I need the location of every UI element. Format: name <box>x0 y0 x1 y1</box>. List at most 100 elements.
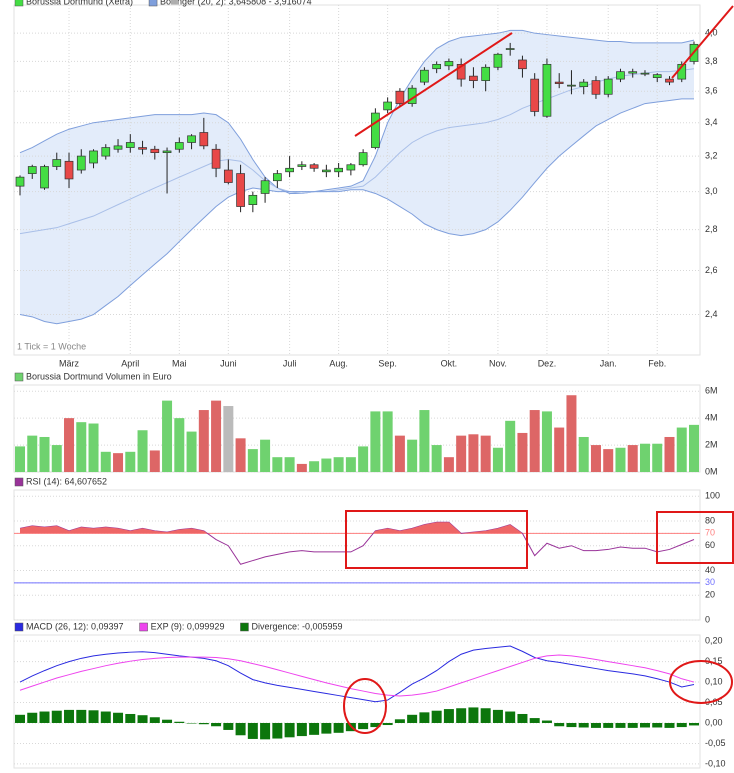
divergence-bar <box>235 722 246 736</box>
volume-bar <box>676 427 687 472</box>
candle-body <box>518 59 527 70</box>
candle-body <box>395 90 405 104</box>
divergence-bar <box>174 721 185 723</box>
candle-body <box>432 63 442 70</box>
divergence-bar <box>627 722 638 728</box>
candle-body <box>236 173 245 207</box>
y-tick-label: 80 <box>705 515 715 525</box>
legend-swatch <box>139 622 148 632</box>
candle-body <box>591 80 601 95</box>
divergence-bar <box>333 722 344 733</box>
y-tick-label: 0M <box>705 466 718 476</box>
divergence-bar <box>162 719 173 723</box>
divergence-bar <box>554 722 565 727</box>
candle-body <box>138 147 147 150</box>
y-tick-label: 70 <box>705 528 715 538</box>
divergence-bar <box>88 710 99 723</box>
candle-body <box>603 78 613 95</box>
volume-bar <box>137 430 148 472</box>
volume-bar <box>639 443 650 472</box>
legend-label: Bollinger (20, 2): 3,645808 - 3,916074 <box>160 0 312 6</box>
x-tick-label: Aug. <box>329 358 348 368</box>
band-fill <box>20 30 694 324</box>
divergence-bar <box>296 722 307 737</box>
candle-body <box>652 74 662 78</box>
volume-bar <box>174 418 185 472</box>
candle-body <box>322 169 331 173</box>
divergence-bar <box>676 722 687 728</box>
highlight-circle <box>343 678 387 734</box>
candle-body <box>640 72 650 75</box>
divergence-bar <box>370 722 381 728</box>
x-tick-label: Jan. <box>600 358 617 368</box>
plot-frame <box>13 4 701 356</box>
y-tick-label: 0,15 <box>705 656 723 666</box>
series-line <box>19 521 695 565</box>
y-tick-label: 6M <box>705 386 718 396</box>
candle-body <box>101 147 111 157</box>
divergence-bar <box>615 722 626 728</box>
divergence-bar <box>186 722 197 724</box>
legend-swatch <box>14 622 24 632</box>
candle-body <box>469 75 478 81</box>
divergence-bar <box>407 714 418 723</box>
divergence-bar <box>443 709 454 723</box>
divergence-bar <box>517 713 528 723</box>
divergence-bar <box>590 722 601 728</box>
volume-bar <box>51 445 62 472</box>
candle-body <box>187 135 196 143</box>
divergence-bar <box>652 722 663 728</box>
divergence-bar <box>149 717 160 723</box>
overbought-fill <box>20 522 694 534</box>
volume-bar <box>125 451 136 472</box>
volume-bar <box>15 446 25 472</box>
candle-body <box>162 150 172 154</box>
x-tick-label: Dez. <box>538 358 557 368</box>
legend-label: MACD (26, 12): 0,09397 <box>26 621 124 631</box>
divergence-bar <box>431 710 442 723</box>
divergence-bar <box>113 712 124 723</box>
plot-frame <box>13 489 701 621</box>
volume-bar <box>333 457 344 472</box>
volume-bar <box>370 411 381 472</box>
divergence-bar <box>309 722 320 735</box>
volume-bar <box>492 447 503 472</box>
y-tick-label: -0,10 <box>705 758 726 768</box>
y-tick-label: 3,6 <box>705 86 718 96</box>
x-tick-label: Feb. <box>648 358 666 368</box>
volume-bar <box>566 395 577 472</box>
volume-bar <box>100 451 111 472</box>
divergence-bar <box>137 715 148 723</box>
legend-label: RSI (14): 64,607652 <box>26 476 107 486</box>
volume-bar <box>480 435 491 472</box>
x-tick-label: Juni <box>220 358 237 368</box>
divergence-bar <box>223 722 234 730</box>
band-middle <box>19 68 695 235</box>
volume-bar <box>64 418 75 472</box>
volume-bar <box>541 411 552 472</box>
volume-bar <box>431 445 442 472</box>
legend-label: EXP (9): 0,099929 <box>151 621 225 631</box>
y-tick-label: 40 <box>705 565 715 575</box>
volume-bar <box>615 447 626 472</box>
divergence-bar <box>603 722 614 728</box>
series-line <box>19 654 695 697</box>
candle-body <box>505 48 515 50</box>
candle-body <box>52 159 62 167</box>
candle-body <box>174 142 184 150</box>
legend-label: Borussia Dortmund (Xetra) <box>26 0 133 6</box>
legend-label: Divergence: -0,005959 <box>251 621 342 631</box>
volume-bar <box>345 457 356 472</box>
volume-bar <box>198 410 209 472</box>
candle-body <box>27 166 37 174</box>
annotations <box>343 5 734 734</box>
candle-body <box>371 112 380 148</box>
divergence-bar <box>639 722 650 728</box>
candle-body <box>211 148 221 169</box>
candle-body <box>125 142 135 148</box>
highlight-circle <box>669 660 733 704</box>
divergence-bar <box>125 713 136 723</box>
highlight-box <box>656 511 734 564</box>
candle-body <box>481 66 491 81</box>
